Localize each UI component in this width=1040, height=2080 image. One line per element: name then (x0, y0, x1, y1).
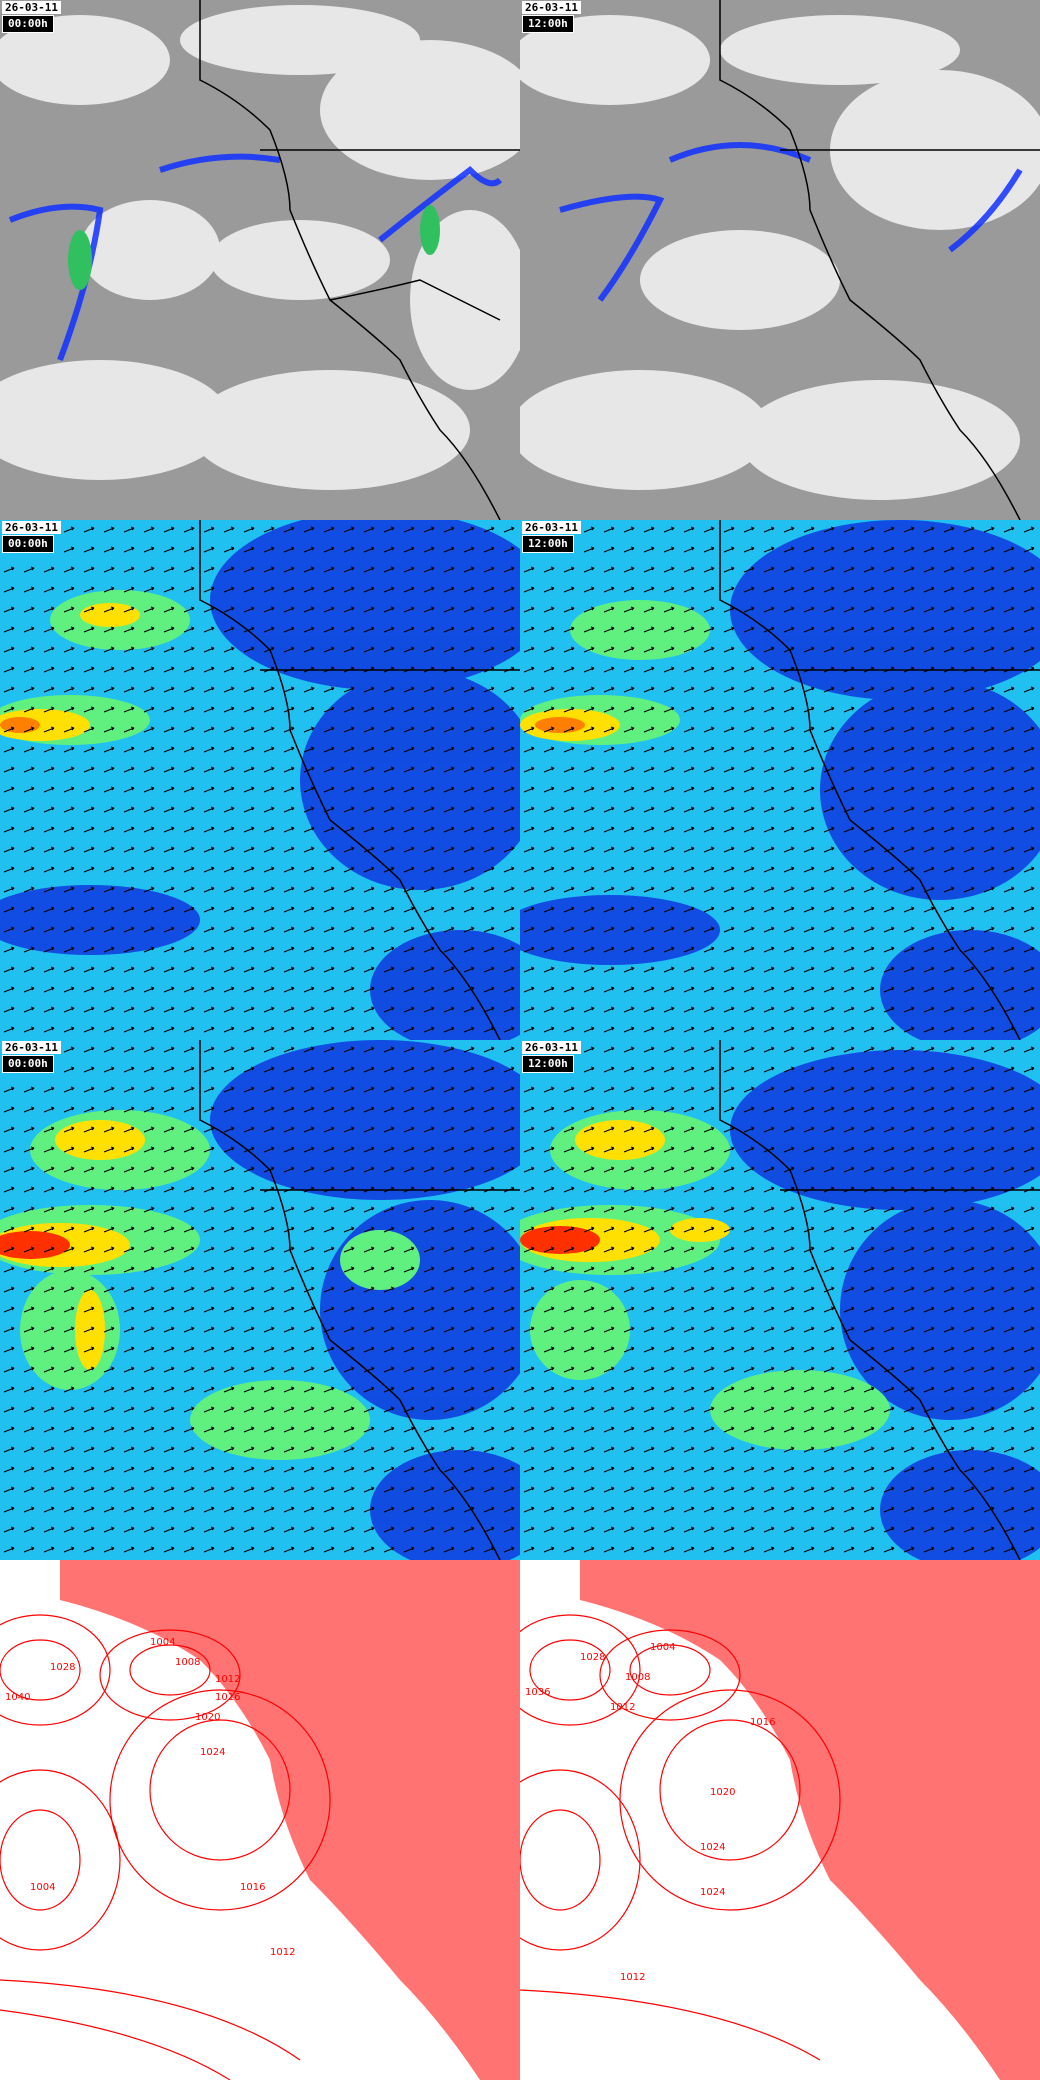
date-label: 26-03-11 (522, 1041, 581, 1054)
wind-panel-b-00h: 26-03-11 00:00h (0, 1040, 520, 1560)
time-label: 00:00h (2, 535, 54, 553)
isobar-map: 1004 1008 1012 1016 1020 1024 1028 1036 … (520, 1560, 1040, 2080)
wind-panel-b-12h: 26-03-11 12:00h (520, 1040, 1040, 1560)
contour-label: 1012 (270, 1947, 295, 1958)
date-label: 26-03-11 (2, 1041, 61, 1054)
date-label: 26-03-11 (2, 1, 61, 14)
contour-label: 1040 (5, 1692, 30, 1703)
contour-label: 1024 (700, 1842, 725, 1853)
contour-label: 1016 (750, 1717, 775, 1728)
contour-label: 1004 (650, 1642, 675, 1653)
contour-label: 1004 (150, 1637, 175, 1648)
wind-map (0, 520, 520, 1040)
wind-map (520, 1040, 1040, 1560)
contour-label: 1020 (195, 1712, 220, 1723)
contour-label: 1016 (215, 1692, 240, 1703)
time-label: 00:00h (2, 15, 54, 33)
pressure-panel-00h: 1004 1008 1012 1016 1020 1024 1028 1040 … (0, 1560, 520, 2080)
contour-label: 1012 (610, 1702, 635, 1713)
pressure-panel-12h: 1004 1008 1012 1016 1020 1024 1028 1036 … (520, 1560, 1040, 2080)
satellite-image (0, 0, 520, 520)
wind-map (520, 520, 1040, 1040)
time-label: 12:00h (522, 15, 574, 33)
contour-label: 1024 (700, 1887, 725, 1898)
time-label: 12:00h (522, 1055, 574, 1073)
time-label: 00:00h (2, 1055, 54, 1073)
contour-label: 1020 (710, 1787, 735, 1798)
satellite-panel-12h: 26-03-11 12:00h (520, 0, 1040, 520)
contour-label: 1012 (620, 1972, 645, 1983)
wind-panel-a-12h: 26-03-11 12:00h (520, 520, 1040, 1040)
contour-label: 1036 (525, 1687, 550, 1698)
wind-panel-a-00h: 26-03-11 00:00h (0, 520, 520, 1040)
contour-label: 1008 (175, 1657, 200, 1668)
contour-label: 1004 (30, 1882, 55, 1893)
satellite-panel-00h: 26-03-11 00:00h (0, 0, 520, 520)
contour-label: 1008 (625, 1672, 650, 1683)
contour-label: 1012 (215, 1674, 240, 1685)
time-label: 12:00h (522, 535, 574, 553)
contour-label: 1028 (50, 1662, 75, 1673)
isobar-map: 1004 1008 1012 1016 1020 1024 1028 1040 … (0, 1560, 520, 2080)
contour-label: 1028 (580, 1652, 605, 1663)
contour-label: 1024 (200, 1747, 225, 1758)
date-label: 26-03-11 (522, 521, 581, 534)
date-label: 26-03-11 (522, 1, 581, 14)
wind-map (0, 1040, 520, 1560)
satellite-image (520, 0, 1040, 520)
date-label: 26-03-11 (2, 521, 61, 534)
contour-label: 1016 (240, 1882, 265, 1893)
